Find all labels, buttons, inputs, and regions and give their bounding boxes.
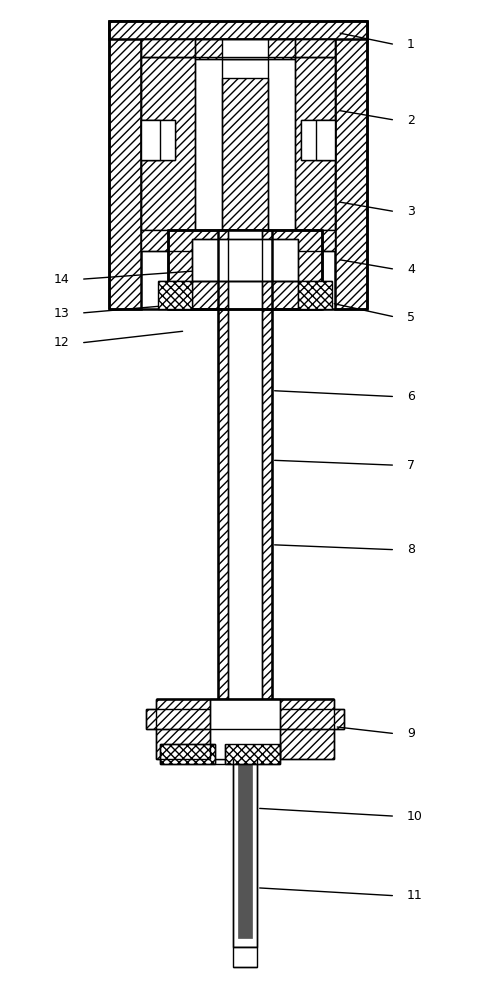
Text: 3: 3	[407, 205, 415, 218]
Text: 6: 6	[407, 390, 415, 403]
Bar	[140, 230, 335, 251]
Text: 14: 14	[53, 273, 69, 286]
Text: 13: 13	[53, 307, 69, 320]
Bar	[218, 230, 272, 699]
Bar	[222, 39, 268, 59]
Text: 4: 4	[407, 263, 415, 276]
Bar	[168, 230, 322, 309]
Text: 1: 1	[407, 38, 415, 51]
Bar	[140, 120, 175, 160]
Bar	[140, 120, 161, 160]
Bar	[195, 39, 295, 59]
Text: 9: 9	[407, 727, 415, 740]
Bar	[140, 39, 335, 57]
Bar	[335, 21, 367, 309]
Bar	[192, 239, 298, 281]
Bar	[238, 764, 252, 938]
Bar	[145, 709, 345, 729]
Text: 5: 5	[407, 311, 415, 324]
Bar	[233, 759, 257, 947]
Bar	[109, 21, 140, 309]
Bar	[298, 281, 331, 309]
Bar	[159, 281, 192, 309]
Bar	[109, 21, 367, 39]
Text: 2: 2	[407, 114, 415, 127]
Bar	[156, 699, 334, 759]
Bar	[225, 744, 280, 764]
Bar	[233, 947, 257, 967]
Bar	[295, 57, 335, 230]
Text: 7: 7	[407, 459, 415, 472]
Bar	[222, 78, 268, 230]
Bar	[228, 230, 262, 699]
Text: 8: 8	[407, 543, 415, 556]
Bar	[140, 57, 195, 230]
Text: 10: 10	[407, 810, 423, 823]
Text: 12: 12	[53, 336, 69, 349]
Bar	[210, 699, 280, 759]
Bar	[300, 120, 335, 160]
Text: 11: 11	[407, 889, 423, 902]
Bar	[316, 120, 335, 160]
Bar	[161, 744, 215, 764]
